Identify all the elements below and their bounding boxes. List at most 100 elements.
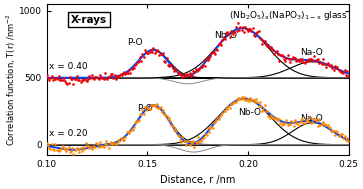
Point (177, 72, 183, 75)
Point (239, 96, 245, 99)
Point (260, 43, 265, 46)
Point (137, 112, 143, 115)
Point (148, 49, 154, 52)
Point (95, 142, 101, 145)
Point (339, 133, 345, 136)
Point (49, 75, 54, 78)
Point (107, 75, 113, 78)
Point (153, 50, 159, 53)
Point (80, 145, 86, 148)
Point (227, 35, 233, 38)
Point (142, 106, 148, 109)
Point (146, 52, 151, 55)
Point (76, 78, 81, 81)
Point (184, 73, 190, 76)
Point (149, 50, 155, 53)
Point (69, 146, 75, 149)
Point (203, 132, 208, 135)
Point (139, 52, 145, 55)
Point (340, 71, 346, 74)
Point (262, 104, 268, 107)
Point (208, 52, 214, 55)
Point (275, 53, 281, 56)
Point (291, 124, 297, 127)
Point (290, 120, 295, 123)
Point (56, 74, 62, 77)
Point (98, 144, 104, 147)
Point (171, 69, 177, 72)
Point (126, 68, 132, 71)
Point (110, 76, 116, 79)
Point (305, 120, 311, 123)
Point (103, 139, 109, 143)
Point (222, 38, 228, 41)
Point (231, 101, 236, 105)
Point (108, 140, 114, 143)
Point (339, 70, 345, 73)
Point (137, 55, 143, 58)
Point (299, 58, 305, 61)
Point (60, 79, 65, 82)
Point (164, 115, 170, 118)
Point (212, 120, 218, 123)
Point (201, 59, 207, 62)
Point (260, 110, 265, 113)
Point (156, 106, 162, 109)
Point (77, 150, 82, 153)
Point (176, 134, 182, 137)
Point (334, 131, 340, 134)
Point (245, 97, 251, 100)
Point (165, 118, 171, 121)
Point (285, 124, 291, 127)
Point (135, 119, 140, 122)
Point (318, 61, 323, 64)
Point (322, 62, 328, 65)
Point (222, 109, 228, 112)
Point (192, 70, 197, 73)
Point (50, 78, 56, 81)
Point (182, 140, 188, 143)
Point (302, 61, 307, 64)
Point (314, 58, 320, 61)
Point (224, 31, 230, 34)
Point (211, 51, 217, 54)
Point (204, 133, 209, 136)
Point (117, 75, 122, 78)
Point (69, 77, 75, 81)
Point (204, 56, 209, 59)
Point (81, 78, 87, 81)
Point (97, 73, 103, 76)
Point (258, 104, 264, 107)
Point (92, 75, 98, 78)
Point (331, 68, 337, 71)
Point (101, 77, 107, 81)
Point (91, 77, 97, 80)
Point (267, 116, 273, 119)
Point (286, 122, 292, 125)
Point (329, 64, 334, 67)
Point (172, 67, 178, 70)
Point (318, 123, 323, 126)
Point (92, 145, 98, 148)
Point (115, 76, 121, 79)
Point (279, 53, 285, 57)
Point (205, 127, 211, 130)
Point (143, 108, 149, 111)
Point (185, 74, 191, 77)
Point (187, 143, 192, 146)
Point (342, 69, 347, 72)
Point (308, 57, 314, 60)
Point (65, 83, 70, 86)
Point (338, 132, 344, 135)
Point (276, 59, 282, 62)
Point (72, 78, 78, 81)
Point (301, 121, 306, 124)
Point (296, 123, 302, 126)
Point (131, 67, 137, 70)
Point (298, 60, 304, 63)
Point (175, 133, 180, 136)
Point (311, 118, 317, 121)
Point (231, 32, 236, 35)
Point (297, 120, 303, 123)
Point (326, 64, 332, 67)
